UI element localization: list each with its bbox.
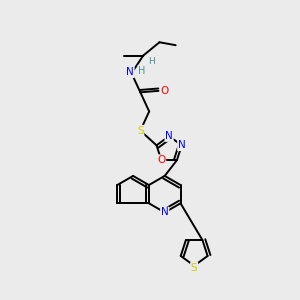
Text: O: O [157,155,166,165]
Text: N: N [161,207,169,218]
Text: N: N [126,67,134,77]
Text: H: H [148,58,155,67]
Text: S: S [191,263,197,273]
Text: S: S [137,126,144,136]
Text: N: N [178,140,186,150]
Text: H: H [138,66,146,76]
Text: N: N [165,131,173,141]
Text: O: O [160,86,169,96]
